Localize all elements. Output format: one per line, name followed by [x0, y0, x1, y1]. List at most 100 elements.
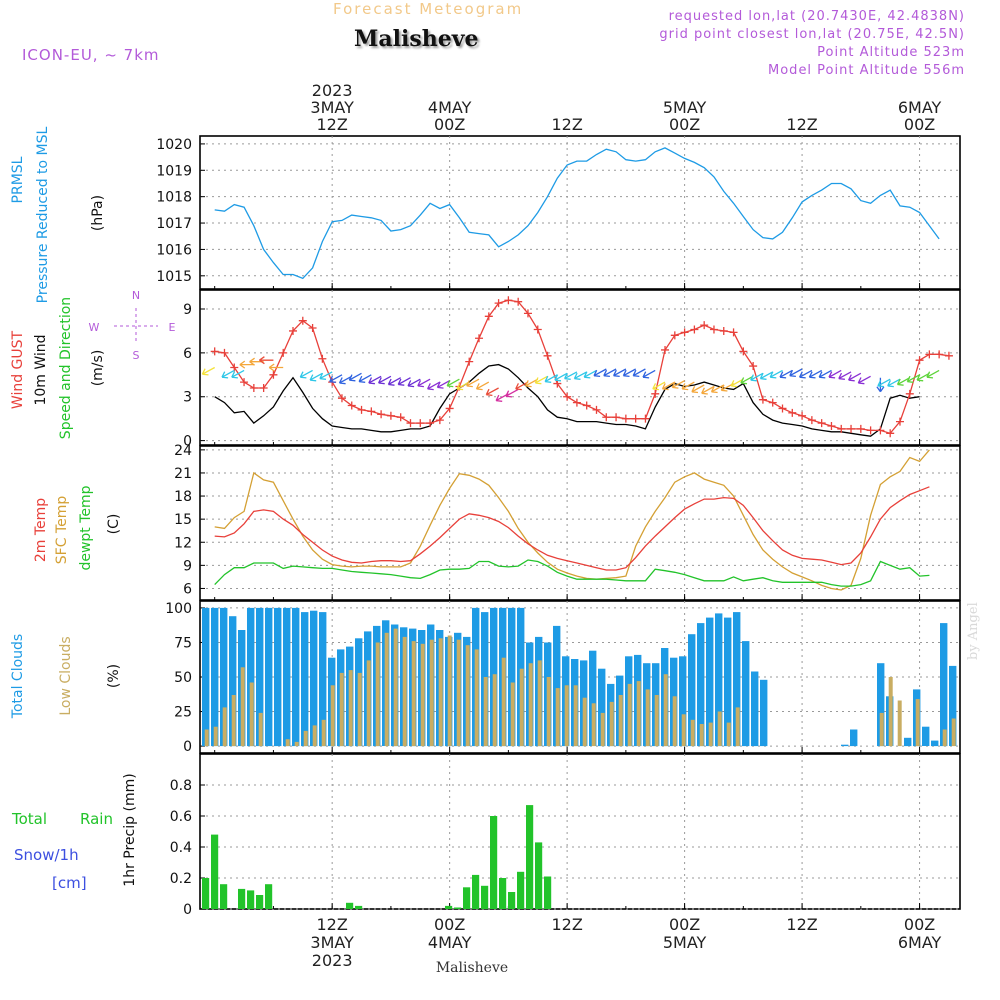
bottom-time-label: 3MAY: [310, 933, 354, 952]
total-cloud-bar: [931, 740, 939, 747]
wind-gust-marker: [895, 417, 904, 426]
compass-n: N: [132, 289, 140, 302]
low-cloud-bar: [222, 707, 227, 747]
low-cloud-bar: [204, 729, 209, 747]
wind-label-unit: (m/s): [90, 350, 106, 387]
wind-direction-arrow: [671, 380, 685, 389]
precip-ytick-label: 0.2: [170, 871, 192, 887]
low-cloud-bar: [393, 628, 398, 747]
wind-direction-arrow: [916, 372, 930, 382]
wind-direction-arrow: [593, 368, 607, 378]
wind-gust-marker: [602, 413, 611, 422]
precip-bar: [499, 878, 507, 909]
total-cloud-bar: [283, 607, 291, 747]
wind-direction-arrow: [446, 378, 460, 388]
low-cloud-bar: [474, 649, 479, 747]
pressure-ytick-label: 1020: [156, 137, 192, 153]
wind-direction-arrow: [681, 381, 695, 391]
pressure-ytick-label: 1018: [156, 190, 192, 206]
wind-gust-marker: [582, 401, 591, 410]
pressure-label-prmsl: PRMSL: [10, 156, 26, 203]
low-cloud-bar: [384, 632, 389, 747]
wind-direction-arrow: [475, 381, 490, 391]
top-time-label: 6MAY: [898, 98, 942, 117]
total-cloud-bar: [598, 668, 606, 747]
low-cloud-bar: [564, 685, 569, 747]
low-cloud-bar: [618, 695, 623, 747]
top-time-label: 12Z: [786, 115, 817, 134]
wind-direction-arrow: [378, 375, 392, 385]
wind-gust-marker: [670, 331, 679, 340]
low-cloud-bar: [402, 636, 407, 747]
total-cloud-bar: [274, 607, 282, 747]
low-cloud-bar: [717, 711, 722, 746]
wind-gust-marker: [514, 297, 523, 306]
wind-direction-arrow: [887, 378, 901, 388]
wind-gust-marker: [523, 309, 532, 318]
low-cloud-bar: [438, 638, 443, 747]
wind-gust-marker: [230, 363, 239, 372]
wind-gust-marker: [308, 324, 317, 333]
wind-gust-marker: [807, 416, 816, 425]
low-cloud-bar: [339, 672, 344, 747]
low-cloud-bar: [321, 719, 326, 747]
top-time-label: 00Z: [434, 115, 465, 134]
top-time-label: 00Z: [669, 115, 700, 134]
top-time-label: 3MAY: [310, 98, 354, 117]
pressure-label-unit: (hPa): [90, 195, 106, 231]
wind-direction-arrow: [564, 371, 578, 380]
low-cloud-bar: [240, 667, 245, 747]
wind-gust-marker: [612, 413, 621, 422]
wind-direction-arrow: [583, 369, 597, 379]
wind-gust-marker: [847, 424, 856, 433]
wind-direction-arrow: [622, 368, 637, 378]
wind-gust-marker: [729, 328, 738, 337]
wind-gust-marker: [269, 370, 278, 379]
wind-gust-marker: [690, 325, 699, 334]
wind-gust-marker: [426, 419, 435, 428]
wind-gust-marker: [621, 414, 630, 423]
wind-direction-arrow: [799, 369, 813, 379]
wind-direction-arrow: [828, 369, 842, 379]
precip-bar: [472, 874, 480, 909]
low-cloud-bar: [249, 682, 254, 747]
precip-bar: [238, 888, 246, 909]
total-cloud-bar: [940, 623, 948, 747]
grid-point-coords: grid point closest lon,lat (20.75E, 42.5…: [659, 27, 965, 42]
wind-gust-marker: [837, 424, 846, 433]
wind-direction-arrow: [603, 368, 617, 378]
wind-direction-arrow: [759, 371, 774, 380]
wind-direction-arrow: [259, 356, 274, 365]
clouds-ytick-label: 25: [174, 705, 192, 721]
wind-gust-marker: [709, 325, 718, 334]
precip-label-cm: [cm]: [52, 874, 87, 892]
wind-gust-marker: [661, 345, 670, 354]
author-signature: by Angel: [966, 602, 981, 660]
wind-gust-marker: [631, 414, 640, 423]
total-cloud-bar: [589, 650, 597, 746]
pressure-label-msl: Pressure Reduced to MSL: [35, 126, 51, 303]
temp-label-2m: 2m Temp: [33, 498, 49, 562]
compass-w: W: [89, 321, 100, 334]
low-cloud-bar: [294, 741, 299, 746]
wind-gust-marker: [210, 347, 219, 356]
bottom-time-label: 00Z: [669, 915, 700, 934]
wind-gust-marker: [680, 328, 689, 337]
low-cloud-bar: [636, 681, 641, 746]
compass-s: S: [133, 349, 140, 362]
wind-direction-arrow: [417, 378, 431, 388]
wind-gust-marker: [778, 404, 787, 413]
pressure-ytick-label: 1017: [156, 216, 192, 232]
bottom-time-label: 00Z: [434, 915, 465, 934]
total-cloud-bar: [751, 671, 759, 747]
precip-label-total: Total: [11, 810, 47, 828]
wind-gust-marker: [651, 389, 660, 398]
total-cloud-bar: [877, 663, 885, 747]
low-cloud-bar: [942, 729, 947, 747]
bottom-time-label: 12Z: [786, 915, 817, 934]
wind-direction-arrow: [896, 377, 911, 386]
model-label: ICON-EU, ~ 7km: [22, 46, 160, 64]
wind-gust-marker: [445, 404, 454, 413]
temperature-ytick-label: 12: [174, 535, 192, 551]
